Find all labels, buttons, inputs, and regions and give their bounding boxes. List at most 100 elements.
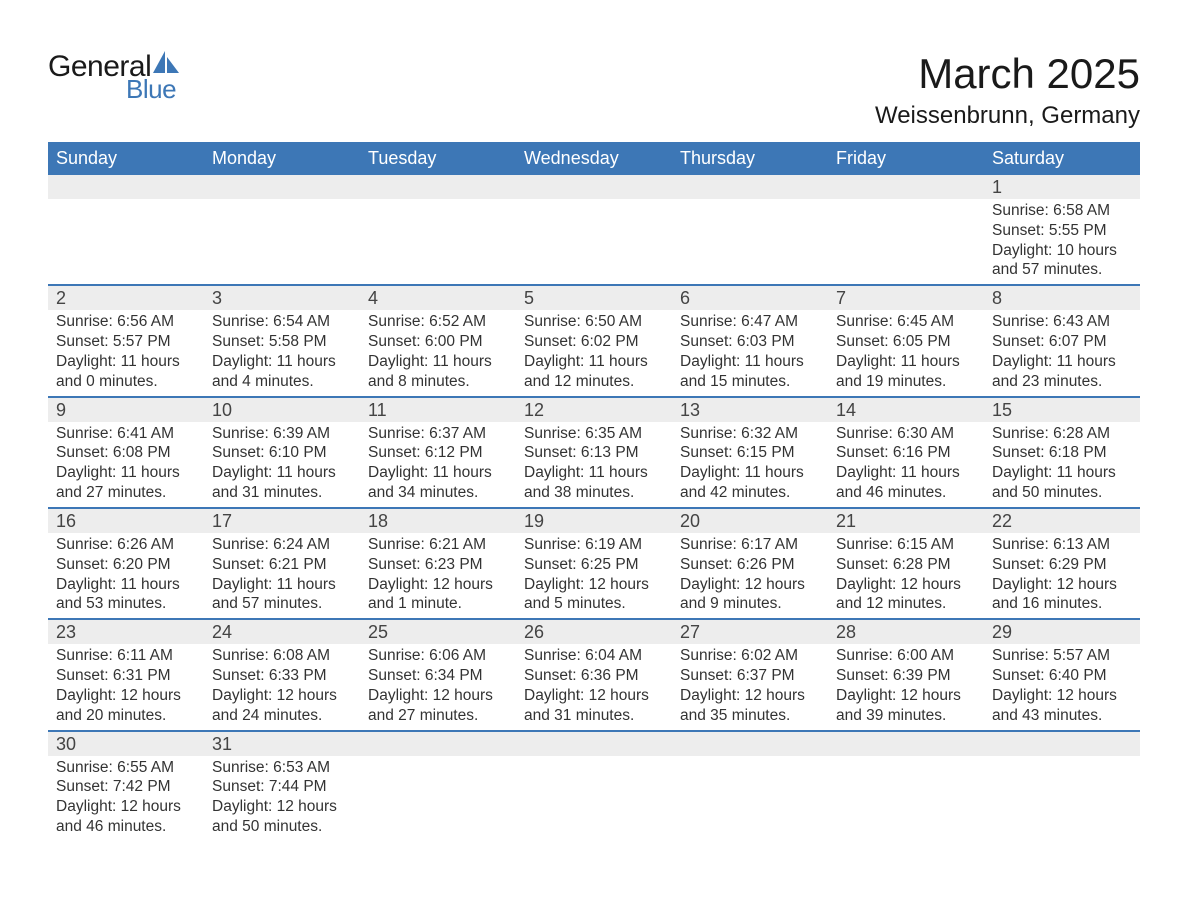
- day-number: [360, 732, 516, 756]
- day-d1: Daylight: 10 hours: [992, 241, 1132, 261]
- day-sunrise: Sunrise: 6:53 AM: [212, 758, 352, 778]
- calendar-day-cell: 24Sunrise: 6:08 AMSunset: 6:33 PMDayligh…: [204, 619, 360, 730]
- calendar-week-row: 9Sunrise: 6:41 AMSunset: 6:08 PMDaylight…: [48, 397, 1140, 508]
- calendar-empty-cell: [828, 731, 984, 841]
- day-sunset: Sunset: 6:31 PM: [56, 666, 196, 686]
- day-sunrise: Sunrise: 6:45 AM: [836, 312, 976, 332]
- day-info: Sunrise: 6:35 AMSunset: 6:13 PMDaylight:…: [516, 422, 672, 507]
- day-sunrise: Sunrise: 6:13 AM: [992, 535, 1132, 555]
- day-d2: and 16 minutes.: [992, 594, 1132, 614]
- calendar-day-cell: 17Sunrise: 6:24 AMSunset: 6:21 PMDayligh…: [204, 508, 360, 619]
- day-d2: and 35 minutes.: [680, 706, 820, 726]
- day-sunset: Sunset: 6:00 PM: [368, 332, 508, 352]
- day-d1: Daylight: 12 hours: [992, 686, 1132, 706]
- calendar-empty-cell: [516, 731, 672, 841]
- day-number: 2: [48, 286, 204, 310]
- day-sunset: Sunset: 6:08 PM: [56, 443, 196, 463]
- day-sunset: Sunset: 6:28 PM: [836, 555, 976, 575]
- day-info: Sunrise: 6:30 AMSunset: 6:16 PMDaylight:…: [828, 422, 984, 507]
- calendar-empty-cell: [204, 175, 360, 285]
- day-sunset: Sunset: 6:37 PM: [680, 666, 820, 686]
- day-sunrise: Sunrise: 6:50 AM: [524, 312, 664, 332]
- calendar-empty-cell: [360, 731, 516, 841]
- day-info: Sunrise: 6:24 AMSunset: 6:21 PMDaylight:…: [204, 533, 360, 618]
- day-number: [48, 175, 204, 199]
- day-number: [984, 732, 1140, 756]
- day-d1: Daylight: 12 hours: [368, 575, 508, 595]
- calendar-day-cell: 15Sunrise: 6:28 AMSunset: 6:18 PMDayligh…: [984, 397, 1140, 508]
- calendar-day-cell: 21Sunrise: 6:15 AMSunset: 6:28 PMDayligh…: [828, 508, 984, 619]
- day-info: [516, 756, 672, 762]
- calendar-day-cell: 7Sunrise: 6:45 AMSunset: 6:05 PMDaylight…: [828, 285, 984, 396]
- day-number: 15: [984, 398, 1140, 422]
- day-d2: and 19 minutes.: [836, 372, 976, 392]
- day-sunrise: Sunrise: 6:21 AM: [368, 535, 508, 555]
- day-number: [516, 175, 672, 199]
- day-number: 23: [48, 620, 204, 644]
- weekday-header: Thursday: [672, 142, 828, 175]
- day-info: Sunrise: 6:08 AMSunset: 6:33 PMDaylight:…: [204, 644, 360, 729]
- day-sunset: Sunset: 6:26 PM: [680, 555, 820, 575]
- calendar-day-cell: 5Sunrise: 6:50 AMSunset: 6:02 PMDaylight…: [516, 285, 672, 396]
- day-number: 7: [828, 286, 984, 310]
- day-sunset: Sunset: 5:58 PM: [212, 332, 352, 352]
- day-d2: and 46 minutes.: [56, 817, 196, 837]
- day-info: Sunrise: 6:28 AMSunset: 6:18 PMDaylight:…: [984, 422, 1140, 507]
- day-d1: Daylight: 12 hours: [524, 686, 664, 706]
- calendar-week-row: 2Sunrise: 6:56 AMSunset: 5:57 PMDaylight…: [48, 285, 1140, 396]
- day-info: [828, 756, 984, 762]
- calendar-day-cell: 23Sunrise: 6:11 AMSunset: 6:31 PMDayligh…: [48, 619, 204, 730]
- day-d1: Daylight: 11 hours: [56, 463, 196, 483]
- calendar-empty-cell: [828, 175, 984, 285]
- calendar-empty-cell: [984, 731, 1140, 841]
- day-info: Sunrise: 6:32 AMSunset: 6:15 PMDaylight:…: [672, 422, 828, 507]
- day-d2: and 23 minutes.: [992, 372, 1132, 392]
- day-sunset: Sunset: 6:10 PM: [212, 443, 352, 463]
- day-number: 18: [360, 509, 516, 533]
- calendar-week-row: 1Sunrise: 6:58 AMSunset: 5:55 PMDaylight…: [48, 175, 1140, 285]
- day-info: Sunrise: 6:06 AMSunset: 6:34 PMDaylight:…: [360, 644, 516, 729]
- weekday-header-row: SundayMondayTuesdayWednesdayThursdayFrid…: [48, 142, 1140, 175]
- day-sunrise: Sunrise: 6:39 AM: [212, 424, 352, 444]
- weekday-header: Sunday: [48, 142, 204, 175]
- day-info: Sunrise: 6:39 AMSunset: 6:10 PMDaylight:…: [204, 422, 360, 507]
- day-d1: Daylight: 12 hours: [56, 686, 196, 706]
- day-info: Sunrise: 6:04 AMSunset: 6:36 PMDaylight:…: [516, 644, 672, 729]
- day-d2: and 8 minutes.: [368, 372, 508, 392]
- day-sunset: Sunset: 6:12 PM: [368, 443, 508, 463]
- brand-logo: General Blue: [48, 50, 181, 105]
- day-sunrise: Sunrise: 6:37 AM: [368, 424, 508, 444]
- weekday-header: Saturday: [984, 142, 1140, 175]
- day-number: 5: [516, 286, 672, 310]
- day-sunset: Sunset: 6:05 PM: [836, 332, 976, 352]
- calendar-day-cell: 8Sunrise: 6:43 AMSunset: 6:07 PMDaylight…: [984, 285, 1140, 396]
- day-number: 29: [984, 620, 1140, 644]
- day-d1: Daylight: 12 hours: [836, 575, 976, 595]
- day-info: Sunrise: 6:55 AMSunset: 7:42 PMDaylight:…: [48, 756, 204, 841]
- day-number: 31: [204, 732, 360, 756]
- day-info: Sunrise: 6:54 AMSunset: 5:58 PMDaylight:…: [204, 310, 360, 395]
- day-d2: and 31 minutes.: [212, 483, 352, 503]
- day-d2: and 27 minutes.: [368, 706, 508, 726]
- day-sunrise: Sunrise: 6:06 AM: [368, 646, 508, 666]
- calendar-day-cell: 9Sunrise: 6:41 AMSunset: 6:08 PMDaylight…: [48, 397, 204, 508]
- day-sunrise: Sunrise: 6:26 AM: [56, 535, 196, 555]
- day-sunset: Sunset: 5:55 PM: [992, 221, 1132, 241]
- calendar-day-cell: 30Sunrise: 6:55 AMSunset: 7:42 PMDayligh…: [48, 731, 204, 841]
- day-d2: and 5 minutes.: [524, 594, 664, 614]
- day-sunrise: Sunrise: 6:17 AM: [680, 535, 820, 555]
- day-info: Sunrise: 6:41 AMSunset: 6:08 PMDaylight:…: [48, 422, 204, 507]
- day-info: Sunrise: 6:11 AMSunset: 6:31 PMDaylight:…: [48, 644, 204, 729]
- day-d1: Daylight: 11 hours: [212, 575, 352, 595]
- day-d2: and 1 minute.: [368, 594, 508, 614]
- day-d1: Daylight: 11 hours: [56, 575, 196, 595]
- day-d2: and 4 minutes.: [212, 372, 352, 392]
- day-sunset: Sunset: 6:20 PM: [56, 555, 196, 575]
- day-d2: and 39 minutes.: [836, 706, 976, 726]
- day-number: [828, 175, 984, 199]
- day-d1: Daylight: 11 hours: [680, 352, 820, 372]
- day-d1: Daylight: 12 hours: [680, 575, 820, 595]
- day-number: 3: [204, 286, 360, 310]
- calendar-week-row: 23Sunrise: 6:11 AMSunset: 6:31 PMDayligh…: [48, 619, 1140, 730]
- day-sunset: Sunset: 6:39 PM: [836, 666, 976, 686]
